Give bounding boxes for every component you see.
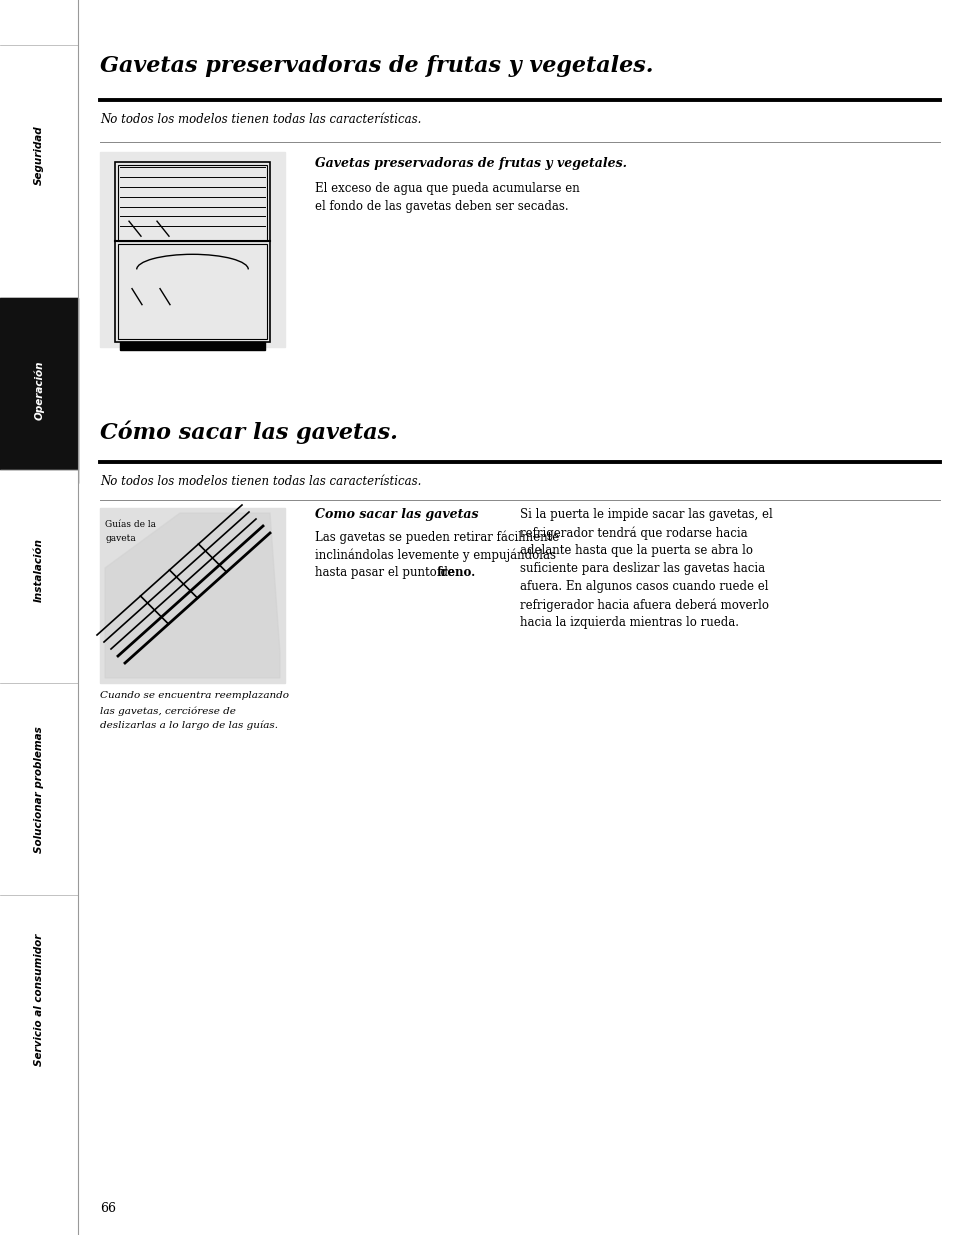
Bar bbox=[0, 0, 78, 1235]
Bar bbox=[118, 165, 267, 241]
Text: No todos los modelos tienen todas las características.: No todos los modelos tienen todas las ca… bbox=[100, 112, 421, 126]
Text: Instalación: Instalación bbox=[34, 538, 44, 601]
Text: Gavetas preservadoras de frutas y vegetales.: Gavetas preservadoras de frutas y vegeta… bbox=[314, 157, 626, 170]
Text: hasta pasar el punto de: hasta pasar el punto de bbox=[314, 566, 458, 579]
Text: las gavetas, cerciórese de: las gavetas, cerciórese de bbox=[100, 706, 235, 715]
Bar bbox=[0, 44, 78, 266]
Text: 66: 66 bbox=[100, 1202, 116, 1215]
Text: refrigerador tendrá que rodarse hacia: refrigerador tendrá que rodarse hacia bbox=[519, 526, 747, 540]
Polygon shape bbox=[105, 513, 280, 678]
Text: deslizarlas a lo largo de las guías.: deslizarlas a lo largo de las guías. bbox=[100, 721, 277, 730]
Text: Seguridad: Seguridad bbox=[34, 125, 44, 185]
Text: Las gavetas se pueden retirar fácilmente: Las gavetas se pueden retirar fácilmente bbox=[314, 530, 558, 543]
Text: No todos los modelos tienen todas las características.: No todos los modelos tienen todas las ca… bbox=[100, 475, 421, 488]
Bar bbox=[0, 895, 78, 1105]
Text: Operación: Operación bbox=[33, 361, 44, 420]
Bar bbox=[115, 162, 270, 342]
Text: El exceso de agua que pueda acumularse en: El exceso de agua que pueda acumularse e… bbox=[314, 182, 579, 195]
Text: afuera. En algunos casos cuando ruede el: afuera. En algunos casos cuando ruede el bbox=[519, 580, 768, 593]
Text: refrigerador hacia afuera deberá moverlo: refrigerador hacia afuera deberá moverlo bbox=[519, 598, 768, 611]
Text: suficiente para deslizar las gavetas hacia: suficiente para deslizar las gavetas hac… bbox=[519, 562, 764, 576]
Text: Solucionar problemas: Solucionar problemas bbox=[34, 726, 44, 853]
Bar bbox=[100, 152, 285, 347]
Text: adelante hasta que la puerta se abra lo: adelante hasta que la puerta se abra lo bbox=[519, 543, 752, 557]
Bar bbox=[0, 471, 78, 671]
Text: inclinándolas levemente y empujándolas: inclinándolas levemente y empujándolas bbox=[314, 548, 556, 562]
Bar bbox=[0, 683, 78, 898]
Text: Si la puerta le impide sacar las gavetas, el: Si la puerta le impide sacar las gavetas… bbox=[519, 508, 772, 521]
Bar bbox=[120, 342, 265, 350]
Text: Guías de la: Guías de la bbox=[105, 520, 156, 529]
Text: hacia la izquierda mientras lo rueda.: hacia la izquierda mientras lo rueda. bbox=[519, 616, 739, 629]
Text: Cuando se encuentra reemplazando: Cuando se encuentra reemplazando bbox=[100, 692, 289, 700]
Text: Gavetas preservadoras de frutas y vegetales.: Gavetas preservadoras de frutas y vegeta… bbox=[100, 56, 653, 77]
Bar bbox=[0, 298, 78, 483]
Text: Como sacar las gavetas: Como sacar las gavetas bbox=[314, 508, 478, 521]
Text: Servicio al consumidor: Servicio al consumidor bbox=[34, 934, 44, 1066]
Bar bbox=[118, 245, 267, 338]
Text: gaveta: gaveta bbox=[105, 534, 135, 543]
Text: freno.: freno. bbox=[436, 566, 475, 579]
Text: Cómo sacar las gavetas.: Cómo sacar las gavetas. bbox=[100, 420, 397, 443]
Bar bbox=[100, 508, 285, 683]
Text: el fondo de las gavetas deben ser secadas.: el fondo de las gavetas deben ser secada… bbox=[314, 200, 568, 212]
